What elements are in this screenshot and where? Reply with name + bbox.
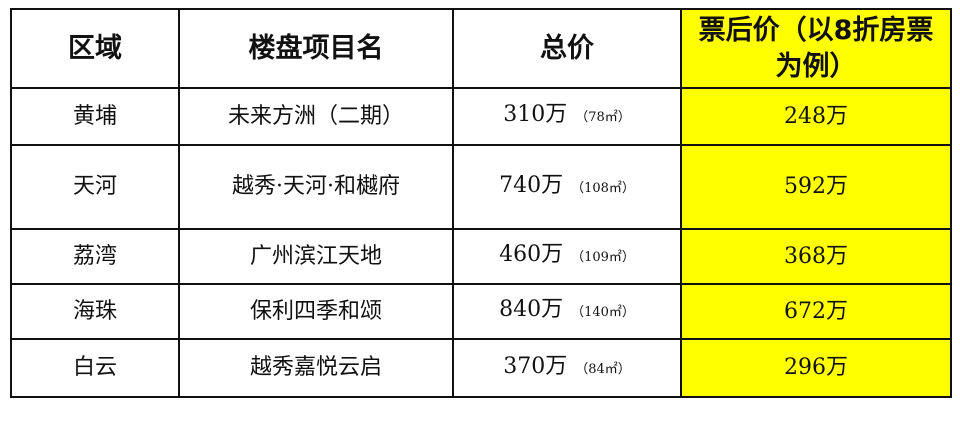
district-cell: 白云 (10, 338, 180, 398)
district-cell: 海珠 (10, 283, 180, 340)
area-value: （84㎡） (575, 361, 631, 377)
after-price-cell: 672万 (680, 283, 952, 340)
price-cell: 460万 （109㎡） (452, 228, 682, 285)
project-cell: 未来方洲（二期） (178, 87, 454, 146)
header-price: 总价 (452, 8, 682, 89)
price-cell: 740万 （108㎡） (452, 144, 682, 230)
project-cell: 越秀嘉悦云启 (178, 338, 454, 398)
price-value: 840万 (499, 297, 564, 322)
table-row: 白云 越秀嘉悦云启 370万 （84㎡） 296万 (10, 338, 952, 398)
table-row: 荔湾 广州滨江天地 460万 （109㎡） 368万 (10, 228, 952, 285)
project-cell: 越秀·天河·和樾府 (178, 144, 454, 230)
table-row: 黄埔 未来方洲（二期） 310万 （78㎡） 248万 (10, 87, 952, 146)
price-value: 460万 (499, 242, 564, 267)
header-project: 楼盘项目名 (178, 8, 454, 89)
price-cell: 840万 （140㎡） (452, 283, 682, 340)
header-after-price: 票后价（以8折房票为例） (680, 8, 952, 89)
after-price-cell: 592万 (680, 144, 952, 230)
price-value: 740万 (499, 172, 564, 198)
price-table: 区域 楼盘项目名 总价 票后价（以8折房票为例） 黄埔 未来方洲（二期） 310… (10, 8, 952, 398)
price-cell: 310万 （78㎡） (452, 87, 682, 146)
header-district: 区域 (10, 8, 180, 89)
district-cell: 天河 (10, 144, 180, 230)
after-price-cell: 368万 (680, 228, 952, 285)
area-value: （140㎡） (571, 305, 635, 320)
project-cell: 保利四季和颂 (178, 283, 454, 340)
price-value: 310万 (503, 102, 568, 127)
header-row: 区域 楼盘项目名 总价 票后价（以8折房票为例） (10, 8, 952, 89)
district-cell: 荔湾 (10, 228, 180, 285)
after-price-cell: 296万 (680, 338, 952, 398)
table-row: 天河 越秀·天河·和樾府 740万 （108㎡） 592万 (10, 144, 952, 230)
area-value: （109㎡） (571, 250, 635, 265)
price-value: 370万 (503, 353, 568, 379)
after-price-cell: 248万 (680, 87, 952, 146)
table-row: 海珠 保利四季和颂 840万 （140㎡） 672万 (10, 283, 952, 340)
area-value: （78㎡） (575, 110, 631, 125)
price-cell: 370万 （84㎡） (452, 338, 682, 398)
district-cell: 黄埔 (10, 87, 180, 146)
project-cell: 广州滨江天地 (178, 228, 454, 285)
area-value: （108㎡） (571, 180, 635, 196)
